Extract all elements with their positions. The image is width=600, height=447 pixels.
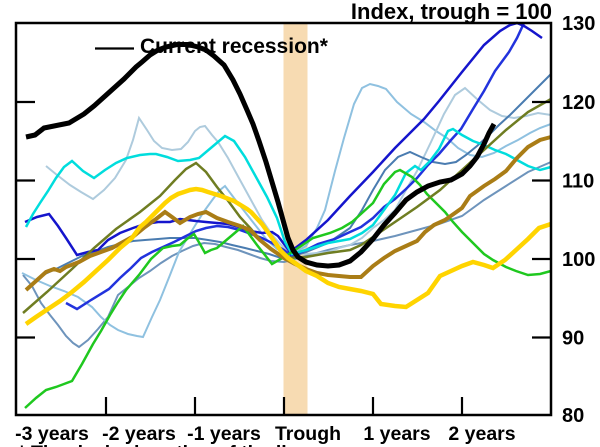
svg-text:130: 130 <box>562 13 595 35</box>
svg-text:-2 years: -2 years <box>102 423 176 445</box>
svg-text:Trough: Trough <box>275 423 341 445</box>
svg-text:1 years: 1 years <box>363 423 430 445</box>
svg-text:Current recession*: Current recession* <box>140 35 329 58</box>
svg-text:80: 80 <box>562 405 584 427</box>
svg-text:Index, trough = 100: Index, trough = 100 <box>351 0 552 24</box>
svg-text:* The dashed portion of the li: * The dashed portion of the line covers <box>18 442 378 447</box>
svg-text:90: 90 <box>562 328 584 350</box>
svg-text:100: 100 <box>562 249 595 271</box>
svg-text:2 years: 2 years <box>448 423 515 445</box>
svg-text:110: 110 <box>562 171 594 193</box>
svg-text:120: 120 <box>562 92 595 114</box>
svg-text:-3 years: -3 years <box>15 423 89 445</box>
svg-text:-1 years: -1 years <box>187 423 261 445</box>
